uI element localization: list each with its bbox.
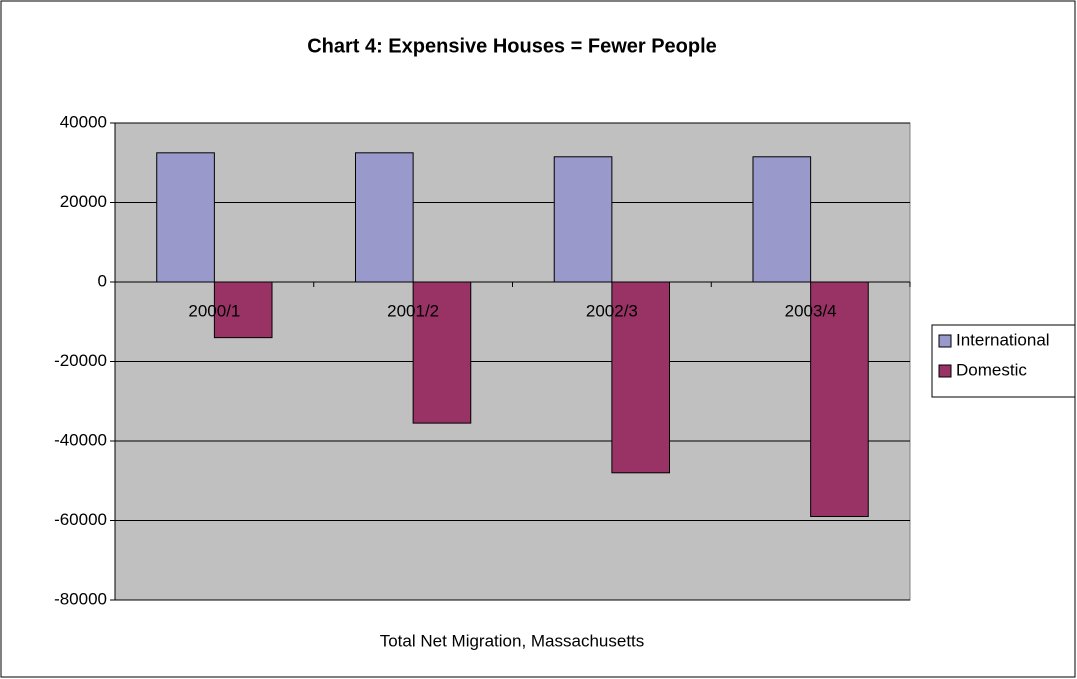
legend-swatch: [938, 334, 952, 348]
legend-box: [931, 324, 1076, 398]
y-tick-label: -60000: [54, 510, 107, 529]
x-tick-label: 2000/1: [188, 301, 240, 320]
bar: [752, 156, 812, 283]
bar: [611, 281, 671, 474]
x-tick-label: 2002/3: [586, 301, 638, 320]
x-tick-label: 2001/2: [387, 301, 439, 320]
chart-title: Chart 4: Expensive Houses = Fewer People: [307, 35, 717, 57]
y-tick-label: -40000: [54, 430, 107, 449]
bar: [156, 152, 215, 283]
legend-swatch: [938, 364, 952, 378]
y-tick-label: 20000: [60, 192, 107, 211]
bar: [553, 156, 613, 283]
legend-label: International: [956, 330, 1050, 349]
y-tick-label: -20000: [54, 351, 107, 370]
y-tick-label: -80000: [54, 589, 107, 608]
y-tick-label: 40000: [60, 112, 107, 131]
bar: [412, 281, 472, 424]
bar: [810, 281, 869, 518]
x-tick-label: 2003/4: [785, 301, 837, 320]
legend-label: Domestic: [956, 360, 1027, 379]
bar: [213, 281, 273, 339]
y-tick-label: 0: [98, 271, 107, 290]
bar: [354, 152, 414, 283]
x-axis-label: Total Net Migration, Massachusetts: [380, 631, 645, 650]
